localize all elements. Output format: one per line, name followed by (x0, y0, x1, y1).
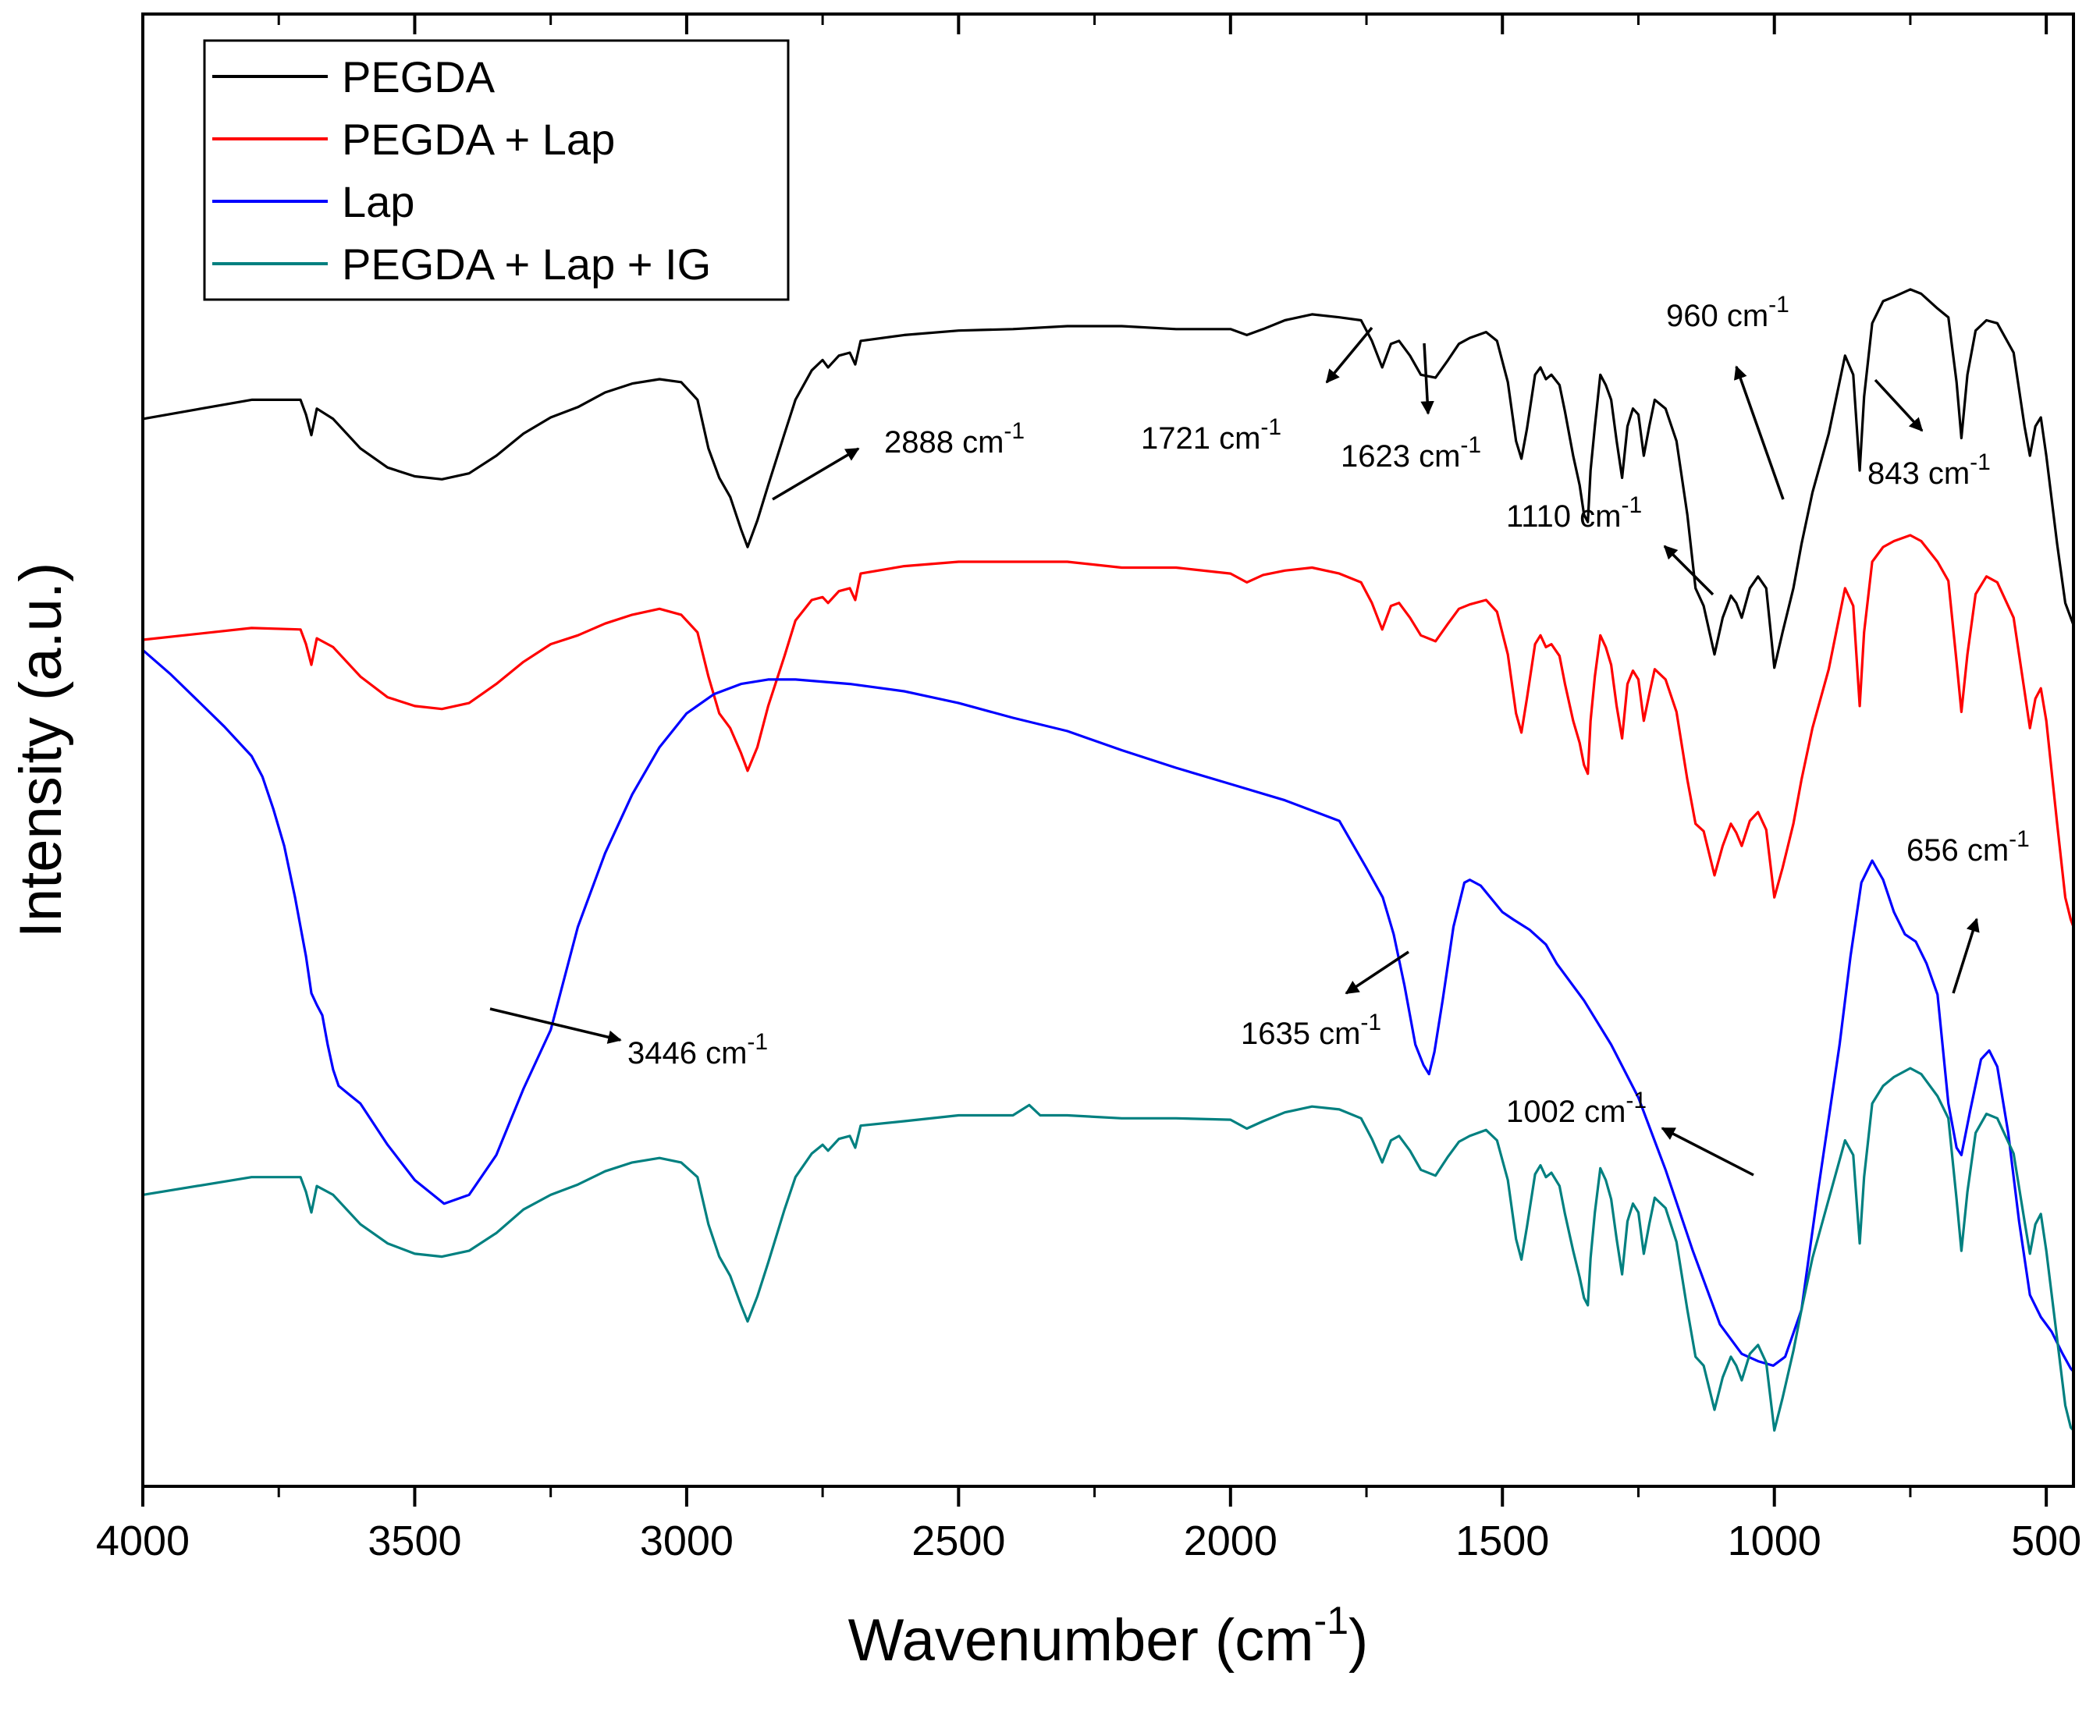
annotation-label: 656 cm-1 (1906, 826, 2030, 868)
annotation-label: 1635 cm-1 (1241, 1010, 1381, 1051)
x-tick-label: 1500 (1455, 1518, 1549, 1564)
legend-label-lap: Lap (342, 177, 414, 226)
series-line-pegda-lap-ig (142, 1067, 2075, 1432)
annotation-label: 1110 cm-1 (1506, 492, 1642, 534)
x-axis-title: Wavenumber (cm-1) (848, 1599, 1369, 1674)
annotation-label: 1623 cm-1 (1341, 432, 1481, 474)
annotation-label: 1721 cm-1 (1141, 414, 1281, 456)
annotation-label: 3446 cm-1 (627, 1029, 768, 1070)
series-line-pegda (142, 288, 2075, 669)
x-tick-label: 2000 (1184, 1518, 1277, 1564)
series-layer (141, 288, 2075, 1432)
series-line-pegda-lap (142, 534, 2075, 928)
legend: PEGDA PEGDA + Lap Lap PEGDA + Lap + IG (203, 39, 790, 301)
legend-label-pegda-lap: PEGDA + Lap (342, 115, 615, 164)
x-tick-label: 500 (2011, 1518, 2081, 1564)
x-tick-label: 3500 (368, 1518, 461, 1564)
legend-label-pegda: PEGDA (342, 52, 496, 101)
x-tick-label: 3000 (640, 1518, 734, 1564)
annotation-arrow (1661, 1127, 1754, 1177)
annotation-arrow (1325, 326, 1373, 384)
legend-box (203, 39, 790, 301)
plot-frame (141, 12, 2075, 1488)
annotation-arrow (1733, 365, 1785, 500)
y-axis-title: Intensity (a.u.) (8, 563, 74, 939)
annotation-arrow (489, 1007, 622, 1044)
annotation-arrow (1345, 950, 1409, 995)
annotation-arrow (1874, 378, 1924, 432)
annotation-arrow (1663, 545, 1714, 596)
legend-label-pegda-lap-ig: PEGDA + Lap + IG (342, 240, 711, 289)
annotation-arrow (1952, 918, 1980, 994)
annotation-label: 843 cm-1 (1867, 449, 1991, 491)
annotation-layer: 2888 cm-1 1721 cm-1 1623 cm-1 960 cm-1 843 c… (489, 292, 2030, 1177)
axes-layer: 4000 3500 3000 2500 2000 1500 1000 500 Wavenumbe… (8, 12, 2081, 1674)
x-tick-label: 4000 (96, 1518, 190, 1564)
series-line-lap (141, 648, 2075, 1372)
annotation-label: 1002 cm-1 (1506, 1088, 1647, 1129)
annotation-arrow (1420, 343, 1434, 415)
annotation-label: 2888 cm-1 (884, 418, 1025, 460)
annotation-arrow (772, 447, 860, 501)
annotation-label: 960 cm-1 (1666, 292, 1789, 333)
x-tick-label: 2500 (911, 1518, 1005, 1564)
x-tick-label: 1000 (1728, 1518, 1821, 1564)
